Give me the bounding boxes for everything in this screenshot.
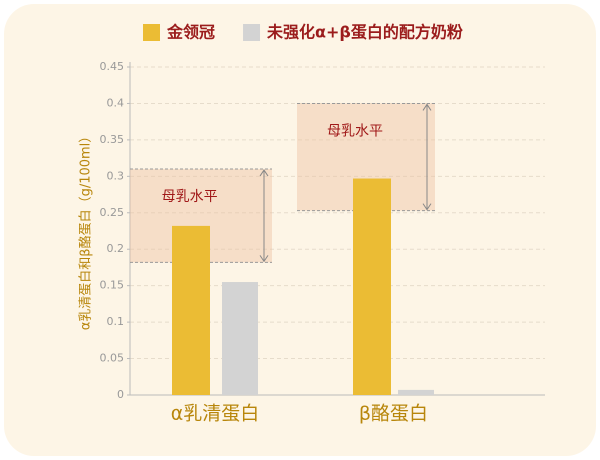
bar (172, 225, 210, 395)
bar (222, 282, 258, 395)
band-arrow-head (422, 103, 432, 211)
x-tick-label: α乳清蛋白 (171, 403, 260, 425)
y-tick-label: 0.05 (100, 352, 125, 365)
y-tick-label: 0.1 (107, 315, 125, 328)
legend-label: 未强化α+β蛋白的配方奶粉 (266, 23, 463, 42)
background (4, 4, 596, 456)
y-axis-label: α乳清蛋白和β酪蛋白（g/100ml） (78, 130, 94, 331)
y-tick-label: 0.25 (100, 206, 125, 219)
y-tick-label: 0.45 (100, 60, 125, 73)
x-tick-label: β酪蛋白 (359, 403, 428, 425)
legend-label: 金领冠 (166, 23, 215, 42)
annotation-label: 母乳水平 (327, 123, 383, 139)
legend-swatch (243, 24, 261, 41)
annotation-label: 母乳水平 (162, 189, 218, 205)
y-tick-label: 0.4 (107, 96, 125, 109)
y-tick-label: 0.35 (100, 133, 125, 146)
y-tick-label: 0.2 (107, 242, 125, 255)
legend-swatch (143, 24, 160, 41)
band-arrow-head (259, 169, 269, 263)
y-tick-label: 0.15 (100, 279, 125, 292)
bar (398, 389, 434, 395)
y-tick-label: 0 (117, 388, 124, 401)
bar (353, 178, 391, 395)
y-tick-label: 0.3 (107, 169, 125, 182)
